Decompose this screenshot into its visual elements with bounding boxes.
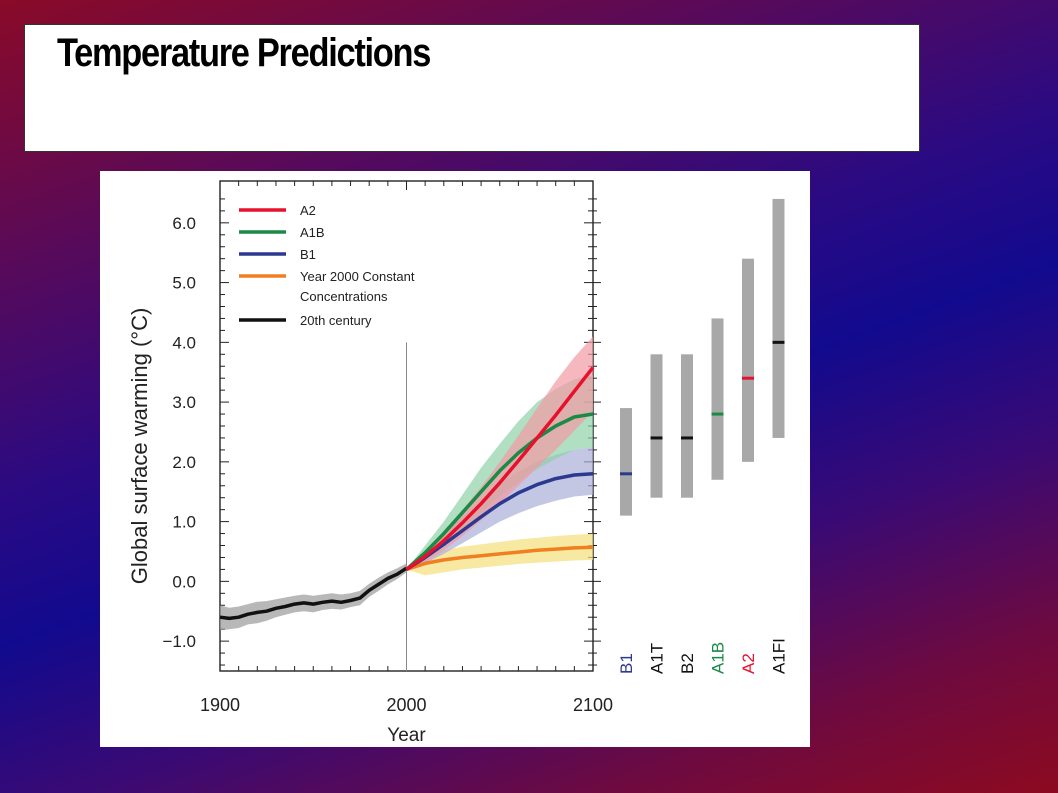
legend-label: B1 [300, 247, 316, 262]
scenario-label: A2 [739, 653, 758, 674]
scenario-range-bar [711, 318, 724, 480]
legend-label: 20th century [300, 313, 372, 328]
y-tick-label: 5.0 [172, 274, 196, 293]
scenario-label: A1T [648, 643, 667, 674]
series-band-a2 [406, 336, 593, 570]
scenario-label: B2 [678, 653, 697, 674]
y-tick-label: −1.0 [162, 632, 196, 651]
title-box: Temperature Predictions [24, 24, 920, 152]
y-tick-label: 3.0 [172, 393, 196, 412]
legend-label: A1B [300, 225, 325, 240]
scenario-label: A1FI [770, 638, 789, 674]
series-line-a1b [405, 412, 594, 571]
x-axis-label: Year [387, 725, 426, 746]
slide-title: Temperature Predictions [57, 31, 431, 75]
scenario-range-bar [620, 408, 632, 516]
scenario-range-bar [772, 198, 785, 438]
scenario-range-bar [681, 354, 693, 498]
x-tick-label: 2100 [573, 695, 613, 715]
y-tick-label: 4.0 [172, 333, 196, 352]
x-tick-label: 1900 [200, 695, 240, 715]
scenario-label: A1B [709, 642, 728, 674]
legend-label: Concentrations [300, 289, 388, 304]
legend-label: A2 [300, 203, 316, 218]
series-line-b1 [405, 472, 594, 571]
series-band-20th-century [220, 563, 407, 631]
series-line-20th-century [219, 566, 408, 621]
y-axis-label: Global surface warming (°C) [127, 308, 152, 585]
scenario-range-bar [650, 354, 663, 498]
y-tick-label: 6.0 [172, 214, 196, 233]
legend-label: Year 2000 Constant [300, 269, 415, 284]
y-tick-label: 0.0 [172, 572, 196, 591]
chart-figure: −1.0 0.0 1.0 2.0 3.0 4.0 5.0 6.0 1900 2000 2100 Yea… [100, 171, 810, 747]
series-line-year-2000-constant-concentrations [405, 545, 594, 572]
scenario-range-bar [742, 258, 754, 462]
x-tick-label: 2000 [386, 695, 426, 715]
chart-svg: −1.0 0.0 1.0 2.0 3.0 4.0 5.0 6.0 1900 2000 2100 Yea… [127, 180, 789, 746]
scenario-label: B1 [617, 653, 636, 674]
y-tick-label: 1.0 [172, 513, 196, 532]
y-tick-label: 2.0 [172, 453, 196, 472]
series-line-a2 [405, 366, 595, 571]
